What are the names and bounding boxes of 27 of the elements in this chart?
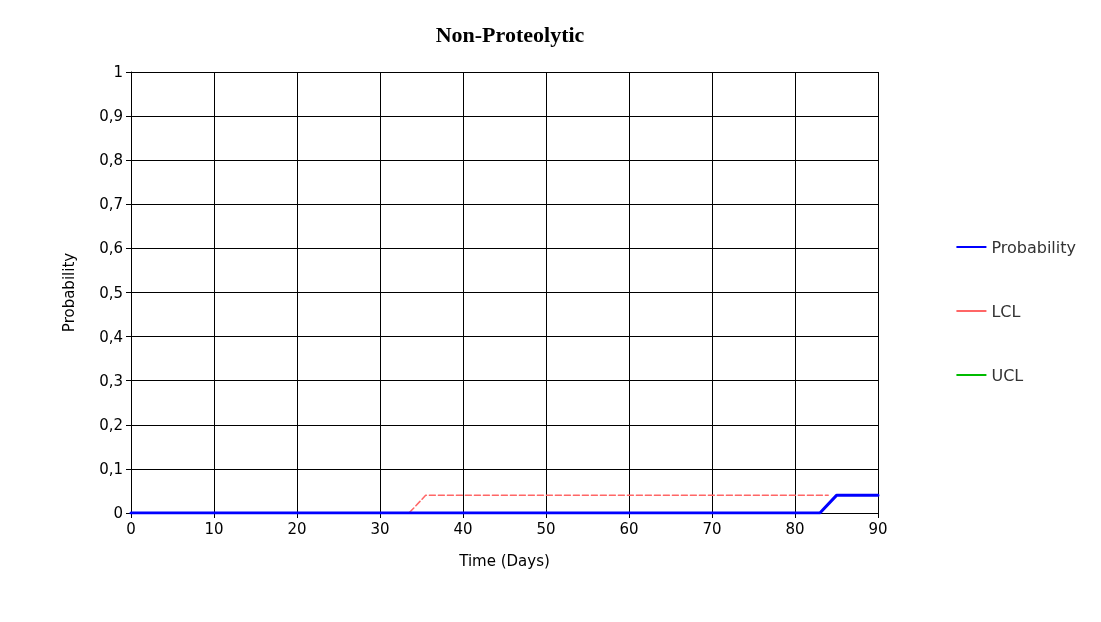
x-tick-label: 20	[287, 519, 307, 538]
y-tick-label: 0,4	[99, 327, 123, 346]
y-tick-label: 0	[113, 504, 123, 522]
legend-label: Probability	[991, 237, 1076, 257]
y-tick-label: 0,2	[99, 415, 123, 434]
chart-title: Non-Proteolytic	[435, 21, 585, 47]
x-axis-title: Time (Days)	[458, 551, 550, 570]
y-tick-label: 0,3	[99, 371, 123, 390]
y-tick-label: 0,7	[99, 195, 123, 214]
y-tick-label: 1	[113, 63, 123, 81]
x-tick-label: 40	[453, 519, 473, 538]
x-tick-label: 50	[536, 519, 556, 538]
legend-label: UCL	[991, 365, 1024, 385]
y-tick-label: 0,9	[99, 107, 123, 126]
x-tick-label: 60	[619, 519, 639, 538]
x-tick-label: 10	[204, 519, 224, 538]
y-tick-label: 0,8	[99, 151, 123, 170]
x-tick-label: 70	[702, 519, 722, 538]
legend-label: LCL	[991, 301, 1021, 321]
x-tick-label: 30	[370, 519, 390, 538]
x-tick-label: 80	[785, 519, 805, 538]
y-tick-label: 0,1	[99, 459, 123, 478]
y-tick-label: 0,5	[99, 283, 123, 302]
x-tick-label: 0	[126, 519, 136, 538]
y-axis-title: Probability	[59, 252, 78, 333]
y-tick-label: 0,6	[99, 239, 123, 258]
x-tick-label: 90	[868, 519, 888, 538]
